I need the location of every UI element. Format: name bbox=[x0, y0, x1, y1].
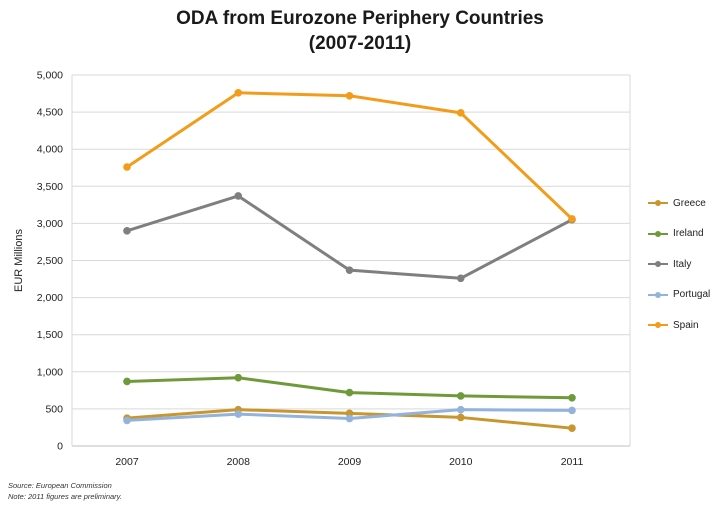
data-point-greece bbox=[456, 413, 465, 422]
y-tick-label: 1,500 bbox=[37, 329, 63, 341]
data-point-portugal bbox=[234, 410, 243, 418]
data-point-portugal bbox=[345, 414, 354, 423]
data-point-portugal bbox=[456, 405, 465, 414]
legend-label-greece: Greece bbox=[673, 197, 706, 209]
y-tick-label: 1,000 bbox=[37, 366, 63, 378]
legend-swatch-greece bbox=[648, 199, 668, 207]
legend-swatch-ireland bbox=[648, 230, 668, 238]
data-point-portugal bbox=[568, 406, 576, 415]
legend-item-spain: Spain bbox=[648, 310, 710, 341]
data-point-italy bbox=[456, 274, 465, 283]
legend-label-italy: Italy bbox=[673, 258, 692, 270]
chart-title: ODA from Eurozone Periphery Countries bbox=[176, 8, 544, 29]
series-line-italy bbox=[125, 194, 574, 280]
y-tick-label: 3,000 bbox=[37, 218, 63, 230]
legend-label-portugal: Portugal bbox=[673, 289, 711, 301]
y-tick-label: 2,000 bbox=[37, 292, 63, 304]
x-tick-label: 2010 bbox=[449, 456, 473, 468]
preliminary-note: Note: 2011 figures are preliminary. bbox=[8, 492, 122, 501]
chart-notes: Source: European Commission Note: 2011 f… bbox=[8, 480, 122, 502]
data-point-ireland bbox=[456, 392, 465, 400]
x-tick-label: 2008 bbox=[227, 456, 251, 468]
data-point-ireland bbox=[234, 373, 243, 382]
data-point-italy bbox=[234, 192, 243, 200]
y-tick-label: 0 bbox=[57, 441, 63, 453]
data-point-ireland bbox=[345, 388, 354, 397]
data-point-spain bbox=[123, 163, 131, 171]
legend-item-greece: Greece bbox=[648, 188, 710, 219]
data-point-spain bbox=[568, 215, 576, 223]
legend-label-spain: Spain bbox=[673, 319, 699, 331]
y-tick-label: 5,000 bbox=[37, 70, 63, 82]
y-tick-label: 4,500 bbox=[37, 107, 63, 119]
legend-swatch-portugal bbox=[648, 291, 668, 299]
chart-legend: Greece Ireland Italy Portugal Spain bbox=[648, 188, 710, 341]
source-note: Source: European Commission bbox=[8, 481, 112, 490]
data-point-spain bbox=[234, 89, 243, 97]
legend-item-portugal: Portugal bbox=[648, 280, 710, 311]
y-tick-label: 500 bbox=[45, 403, 63, 415]
legend-item-ireland: Ireland bbox=[648, 219, 710, 250]
y-tick-label: 4,000 bbox=[37, 144, 63, 156]
legend-item-italy: Italy bbox=[648, 249, 710, 280]
y-tick-label: 3,500 bbox=[37, 181, 63, 193]
data-point-spain bbox=[456, 109, 465, 117]
y-tick-label: 2,500 bbox=[37, 255, 63, 267]
data-point-greece bbox=[568, 424, 576, 432]
data-point-spain bbox=[345, 91, 354, 100]
data-point-ireland bbox=[568, 393, 576, 402]
data-point-portugal bbox=[123, 416, 131, 425]
data-point-italy bbox=[123, 227, 131, 235]
y-axis-label: EUR Millions bbox=[13, 229, 25, 292]
legend-swatch-italy bbox=[648, 260, 668, 268]
x-tick-label: 2007 bbox=[115, 456, 139, 468]
data-point-ireland bbox=[123, 377, 131, 386]
legend-label-ireland: Ireland bbox=[673, 228, 704, 240]
data-point-greece bbox=[345, 409, 354, 418]
x-tick-label: 2009 bbox=[338, 456, 362, 468]
chart-subtitle: (2007-2011) bbox=[308, 33, 412, 54]
legend-swatch-spain bbox=[648, 321, 668, 329]
x-tick-label: 2011 bbox=[561, 456, 584, 468]
data-point-italy bbox=[345, 266, 354, 274]
